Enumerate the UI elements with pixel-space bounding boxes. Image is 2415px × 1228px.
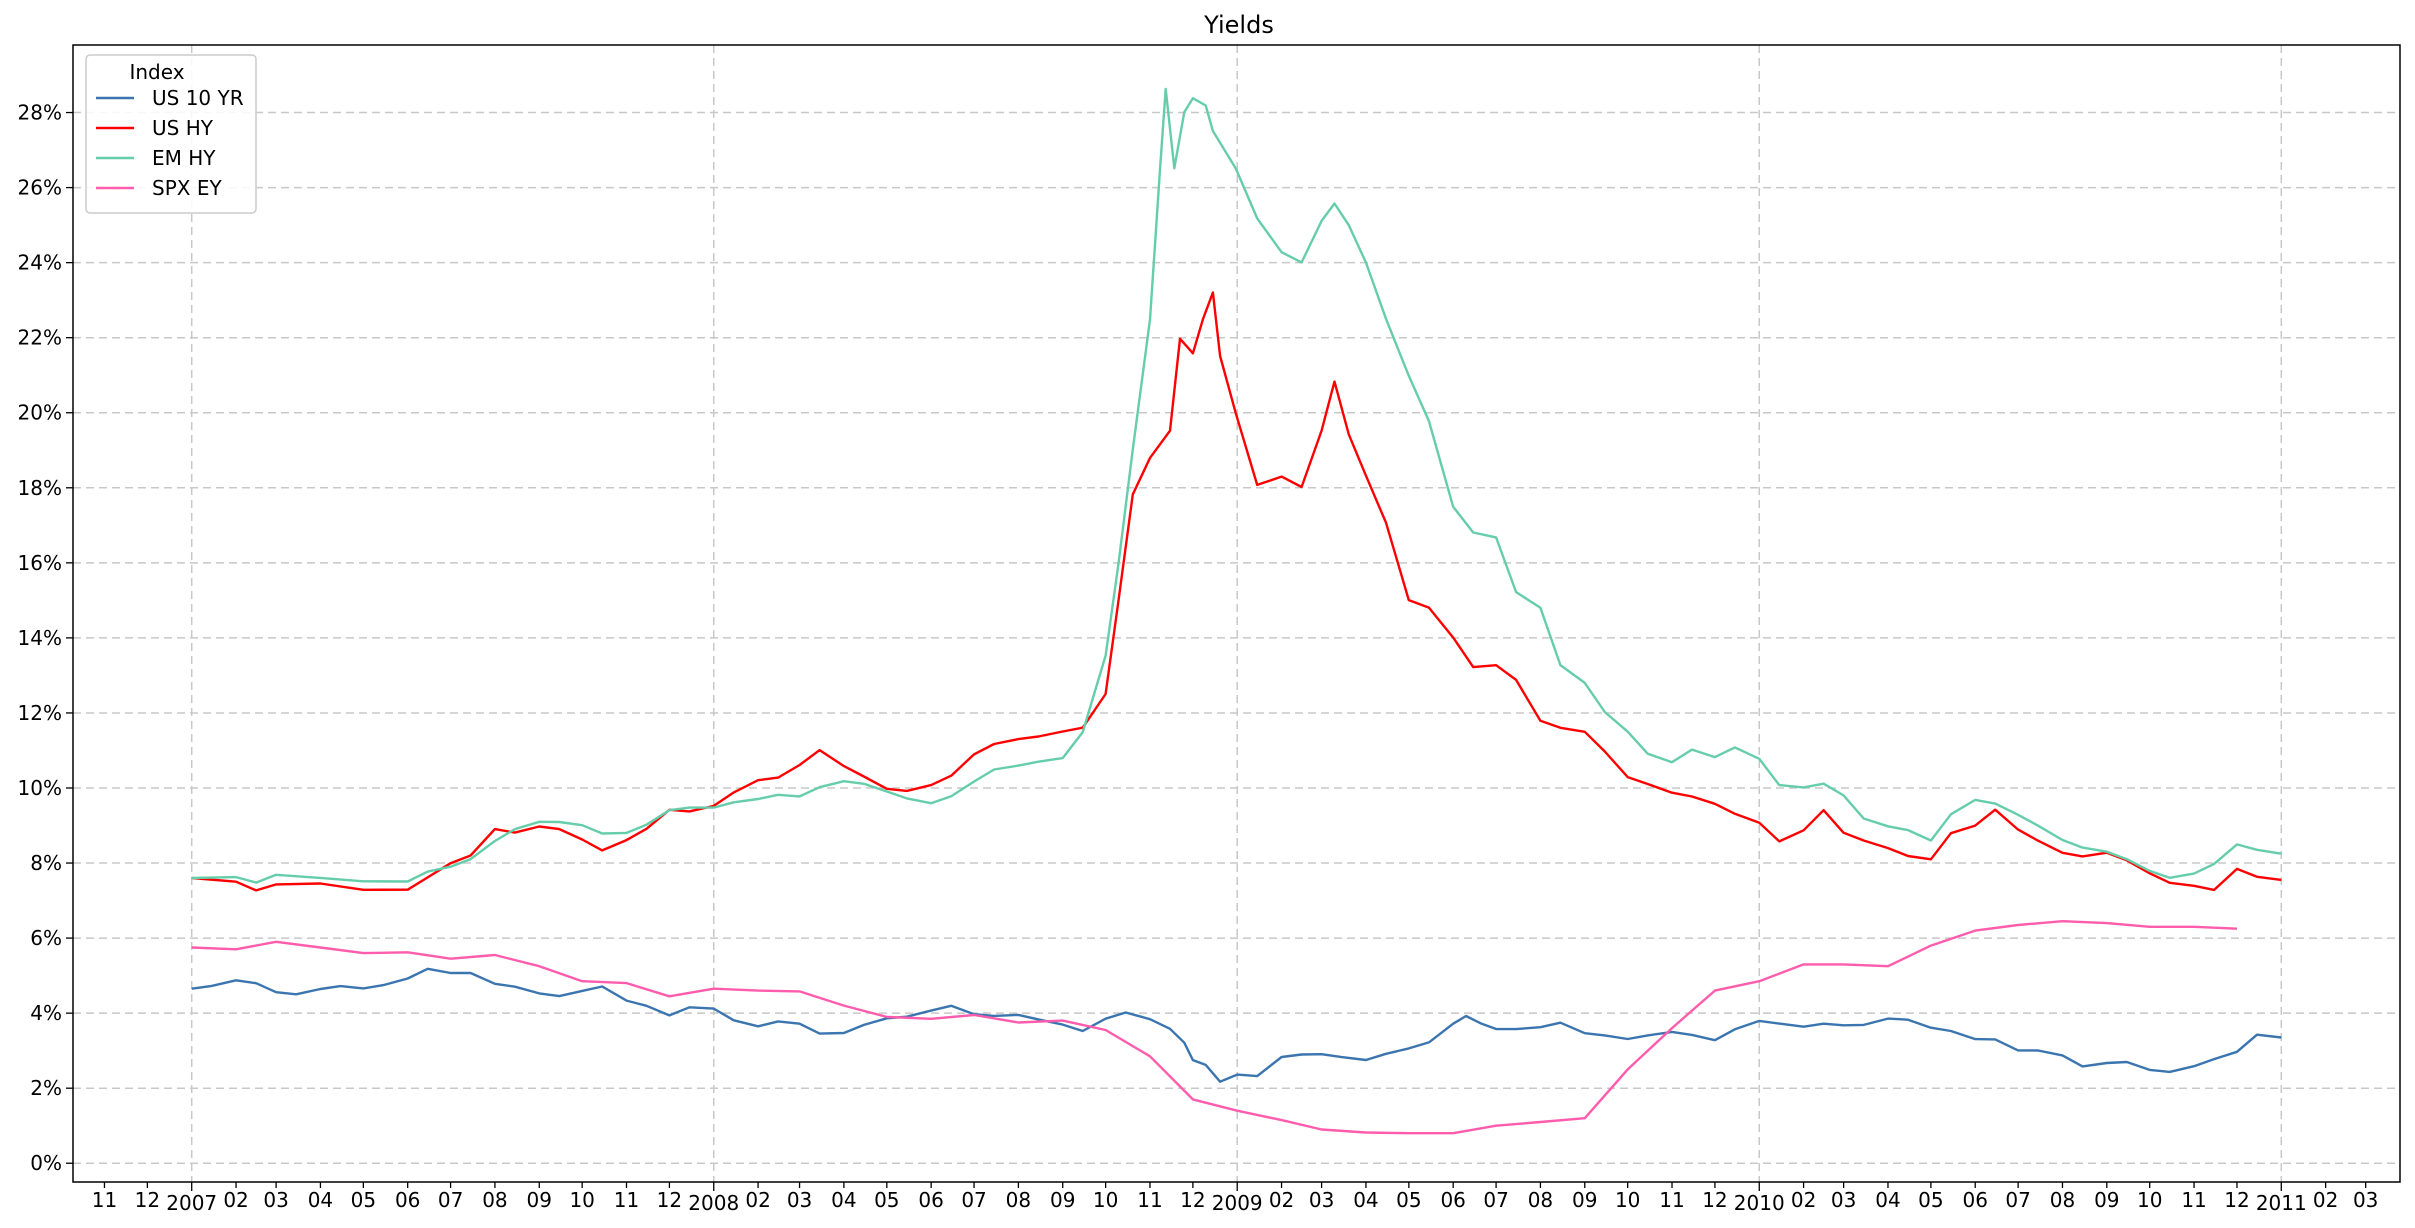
x-tick-label: 10 [2137, 1188, 2162, 1212]
x-tick-label: 2011 [2256, 1191, 2307, 1215]
x-tick-label: 2010 [1734, 1191, 1785, 1215]
y-tick-label: 28% [18, 101, 62, 125]
x-tick-label: 08 [1006, 1188, 1031, 1212]
x-tick-label: 02 [745, 1188, 770, 1212]
x-tick-label: 07 [1483, 1188, 1508, 1212]
y-tick-label: 4% [30, 1001, 62, 1025]
x-tick-label: 04 [831, 1188, 856, 1212]
x-tick-label: 03 [263, 1188, 288, 1212]
x-tick-label: 10 [1093, 1188, 1118, 1212]
legend-label-spx-ey: SPX EY [152, 176, 222, 200]
x-tick-label: 11 [1137, 1188, 1162, 1212]
y-tick-label: 24% [18, 251, 62, 275]
x-tick-label: 09 [527, 1188, 552, 1212]
x-tick-label: 06 [1440, 1188, 1465, 1212]
x-axis-ticks: 11 12 2007 02 03 04 05 06 07 08 09 10 11 12 2008 02 03 04… [92, 1182, 2378, 1215]
x-tick-label: 07 [2005, 1188, 2030, 1212]
y-tick-label: 10% [18, 776, 62, 800]
x-tick-label: 12 [1702, 1188, 1727, 1212]
x-tick-label: 09 [1572, 1188, 1597, 1212]
y-tick-label: 14% [18, 626, 62, 650]
x-tick-label: 12 [1180, 1188, 1205, 1212]
x-tick-label: 08 [482, 1188, 507, 1212]
x-tick-label: 04 [1353, 1188, 1378, 1212]
x-tick-label: 06 [1962, 1188, 1987, 1212]
x-tick-label: 11 [1659, 1188, 1684, 1212]
x-tick-label: 2009 [1212, 1191, 1263, 1215]
x-tick-label: 07 [961, 1188, 986, 1212]
x-tick-label: 02 [2313, 1188, 2338, 1212]
x-tick-label: 2008 [688, 1191, 739, 1215]
x-tick-label: 04 [1875, 1188, 1900, 1212]
y-tick-label: 16% [18, 551, 62, 575]
x-tick-label: 03 [1831, 1188, 1856, 1212]
series-line-us-hy [191, 291, 2282, 892]
x-tick-label: 08 [2050, 1188, 2075, 1212]
x-tick-label: 06 [918, 1188, 943, 1212]
x-tick-label: 05 [874, 1188, 899, 1212]
chart-title: Yields [1203, 11, 1274, 39]
y-tick-label: 22% [18, 326, 62, 350]
x-tick-label: 12 [657, 1188, 682, 1212]
x-tick-label: 09 [2094, 1188, 2119, 1212]
y-axis-ticks: 0% 2% 4% 6% 8% 10% 12% 14% 16% 18% 20% 22% 24% 26% 28% [18, 101, 73, 1175]
series-line-us-10-yr [191, 967, 2282, 1083]
x-tick-label: 03 [1309, 1188, 1334, 1212]
x-tick-label: 09 [1050, 1188, 1075, 1212]
x-tick-label: 04 [308, 1188, 333, 1212]
y-tick-label: 18% [18, 476, 62, 500]
x-tick-label: 07 [438, 1188, 463, 1212]
x-tick-label: 08 [1528, 1188, 1553, 1212]
y-tick-label: 26% [18, 176, 62, 200]
y-tick-label: 2% [30, 1076, 62, 1100]
legend-label-em-hy: EM HY [152, 146, 216, 170]
x-tick-label: 02 [1269, 1188, 1294, 1212]
legend-label-us-10-yr: US 10 YR [152, 86, 244, 110]
y-tick-label: 0% [30, 1151, 62, 1175]
y-tick-label: 20% [18, 401, 62, 425]
x-tick-label: 03 [2353, 1188, 2378, 1212]
series-layer [191, 87, 2282, 1135]
x-tick-label: 06 [395, 1188, 420, 1212]
x-tick-label: 2007 [166, 1191, 217, 1215]
legend-box [85, 54, 257, 214]
series-line-em-hy [191, 87, 2282, 884]
x-tick-label: 05 [1918, 1188, 1943, 1212]
x-tick-label: 02 [223, 1188, 248, 1212]
y-tick-label: 6% [30, 926, 62, 950]
legend-title: Index [129, 60, 184, 84]
x-tick-label: 11 [92, 1188, 117, 1212]
y-tick-label: 12% [18, 701, 62, 725]
x-tick-label: 11 [614, 1188, 639, 1212]
y-tick-label: 8% [30, 851, 62, 875]
legend-label-us-hy: US HY [152, 116, 214, 140]
x-tick-label: 05 [351, 1188, 376, 1212]
x-tick-label: 10 [1615, 1188, 1640, 1212]
x-tick-label: 11 [2181, 1188, 2206, 1212]
series-line-spx-ey [191, 920, 2238, 1135]
x-tick-label: 02 [1791, 1188, 1816, 1212]
x-tick-label: 12 [2224, 1188, 2249, 1212]
x-tick-label: 03 [787, 1188, 812, 1212]
x-tick-label: 12 [135, 1188, 160, 1212]
grid-layer [73, 45, 2400, 1182]
x-tick-label: 05 [1396, 1188, 1421, 1212]
x-tick-label: 10 [569, 1188, 594, 1212]
plot-frame [72, 44, 2401, 1183]
